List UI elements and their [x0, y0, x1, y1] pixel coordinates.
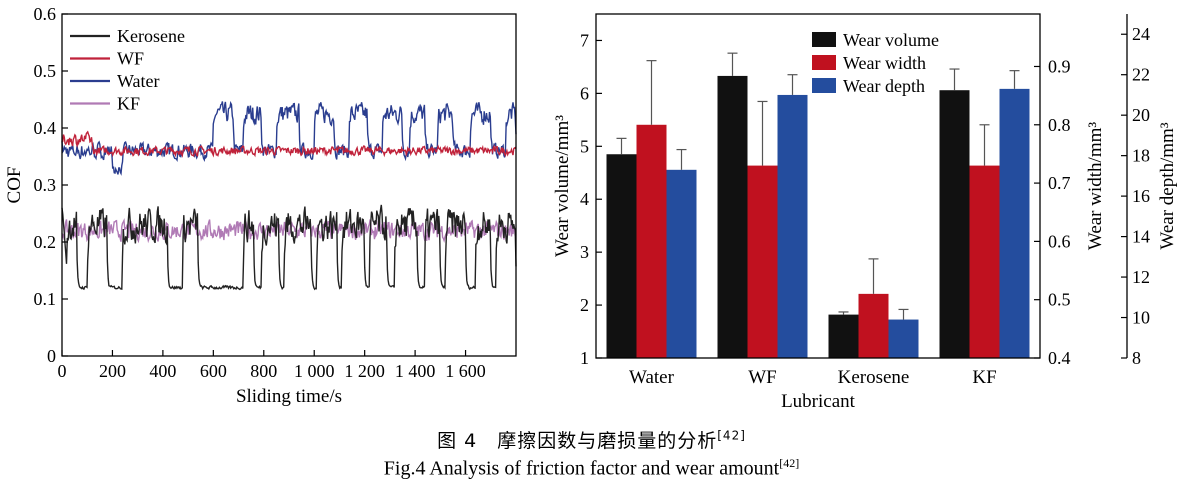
caption-chinese-text: 图 4 摩擦因数与磨损量的分析	[437, 430, 718, 452]
bar-wear-depth	[666, 169, 697, 358]
caption-english-text: Fig.4 Analysis of friction factor and we…	[383, 457, 780, 480]
bar-wear-volume	[717, 75, 748, 359]
wear-volume-tick-label: 2	[580, 295, 589, 315]
cof-x-axis-title: Sliding time/s	[236, 386, 342, 407]
cof-y-tick-label: 0.4	[34, 118, 57, 138]
cof-y-tick-label: 0.2	[34, 232, 57, 252]
wear-depth-tick-label: 14	[1132, 227, 1150, 247]
wear-depth-axis-title: Wear depth/mm³	[1157, 122, 1178, 249]
wear-width-tick-label: 0.8	[1048, 115, 1071, 135]
wear-volume-tick-label: 7	[580, 30, 589, 50]
cof-legend-label-water: Water	[117, 71, 160, 91]
wear-depth-tick-label: 20	[1132, 105, 1150, 125]
bar-wear-depth	[777, 94, 808, 359]
wear-x-axis-title: Lubricant	[781, 391, 856, 412]
caption-chinese-ref: [42]	[717, 428, 746, 443]
caption-chinese: 图 4 摩擦因数与磨损量的分析[42]	[0, 426, 1183, 453]
wear-x-tick-label: Water	[629, 367, 675, 388]
cof-x-tick-label: 0	[58, 361, 67, 381]
cof-legend-label-kerosene: Kerosene	[117, 26, 185, 46]
wear-volume-tick-label: 5	[580, 136, 589, 156]
cof-y-tick-label: 0.3	[34, 175, 57, 195]
wear-legend-label-wear-width: Wear width	[843, 53, 926, 73]
wear-width-tick-label: 0.5	[1048, 290, 1071, 310]
wear-width-tick-label: 0.6	[1048, 231, 1071, 251]
wear-depth-tick-label: 8	[1132, 348, 1141, 368]
bar-wear-width	[969, 165, 1000, 358]
wear-width-axis-title: Wear width/mm³	[1085, 122, 1106, 250]
wear-legend-label-wear-volume: Wear volume	[843, 30, 939, 50]
wear-volume-tick-label: 6	[580, 83, 589, 103]
wear-depth-tick-label: 10	[1132, 308, 1150, 328]
cof-x-tick-label: 1 000	[294, 361, 335, 381]
bar-wear-volume	[828, 314, 859, 358]
wear-volume-tick-label: 4	[580, 189, 589, 209]
cof-axes: 0 200 400 600 800 1 000 1 200 1 400 1 600 0 0.1 0.2…	[4, 4, 486, 407]
wear-legend: Wear volume Wear width Wear depth	[812, 30, 939, 96]
wear-legend-label-wear-depth: Wear depth	[843, 76, 925, 96]
cof-x-tick-label: 600	[200, 361, 227, 381]
cof-x-tick-label: 1 600	[445, 361, 486, 381]
cof-line-wf	[61, 130, 517, 158]
cof-chart: 0 200 400 600 800 1 000 1 200 1 400 1 600 0 0.1 0.2…	[4, 4, 517, 407]
cof-x-tick-label: 400	[149, 361, 176, 381]
cof-series-lines	[61, 100, 517, 291]
caption-english: Fig.4 Analysis of friction factor and we…	[0, 456, 1183, 481]
wear-depth-tick-label: 16	[1132, 186, 1150, 206]
cof-y-axis-title: COF	[4, 167, 25, 204]
figure-canvas: 0 200 400 600 800 1 000 1 200 1 400 1 600 0 0.1 0.2…	[4, 4, 1178, 412]
bar-wear-width	[747, 165, 778, 358]
wear-depth-tick-label: 18	[1132, 146, 1150, 166]
wear-depth-tick-label: 22	[1132, 65, 1150, 85]
wear-width-tick-label: 0.4	[1048, 348, 1071, 368]
bar-wear-volume	[939, 90, 970, 358]
cof-legend-label-wf: WF	[117, 49, 144, 69]
wear-x-tick-label: Kerosene	[838, 367, 910, 388]
cof-y-tick-label: 0.1	[34, 289, 57, 309]
wear-legend-swatch-wear-volume	[812, 32, 836, 47]
wear-bars: Water WF Kerosene KF	[606, 52, 1030, 388]
cof-y-tick-label: 0.6	[34, 4, 57, 24]
cof-x-tick-label: 1 400	[395, 361, 436, 381]
wear-depth-tick-label: 12	[1132, 267, 1150, 287]
cof-y-tick-label: 0.5	[34, 61, 57, 81]
cof-x-tick-label: 800	[250, 361, 277, 381]
wear-legend-swatch-wear-depth	[812, 78, 836, 93]
cof-legend-label-kf: KF	[117, 94, 140, 114]
wear-volume-tick-label: 3	[580, 242, 589, 262]
bar-wear-volume	[606, 154, 637, 358]
wear-x-tick-label: WF	[748, 367, 777, 388]
wear-width-tick-label: 0.9	[1048, 56, 1071, 76]
bar-wear-width	[858, 293, 889, 358]
cof-x-tick-label: 1 200	[344, 361, 385, 381]
wear-x-tick-label: KF	[972, 367, 996, 388]
wear-width-tick-label: 0.7	[1048, 173, 1071, 193]
wear-depth-tick-label: 24	[1132, 24, 1150, 44]
wear-volume-tick-label: 1	[580, 348, 589, 368]
cof-y-tick-label: 0	[47, 346, 56, 366]
cof-x-tick-label: 200	[99, 361, 126, 381]
wear-legend-swatch-wear-width	[812, 55, 836, 70]
bar-wear-depth	[999, 88, 1030, 358]
bar-wear-width	[636, 124, 667, 358]
caption-english-ref: [42]	[779, 456, 800, 470]
wear-plot-frame	[595, 13, 1041, 359]
wear-volume-axis-title: Wear volume/mm³	[552, 115, 573, 257]
bar-wear-depth	[888, 319, 919, 358]
cof-line-kerosene	[61, 204, 517, 291]
